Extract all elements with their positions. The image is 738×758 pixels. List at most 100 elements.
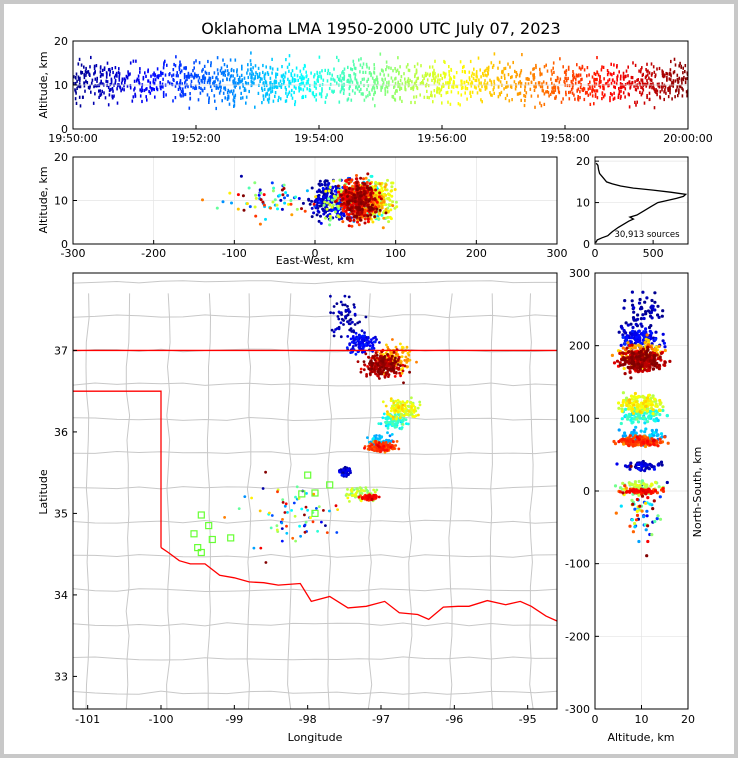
source-point xyxy=(350,206,354,210)
source-point xyxy=(407,63,409,67)
source-point xyxy=(641,290,645,294)
source-point xyxy=(498,78,500,82)
source-point xyxy=(93,72,95,76)
source-point xyxy=(339,74,342,78)
source-point xyxy=(393,97,396,101)
source-point xyxy=(367,199,371,203)
source-point xyxy=(380,359,384,363)
source-point xyxy=(354,91,356,95)
source-point xyxy=(622,328,626,333)
source-point xyxy=(565,69,568,73)
station-marker xyxy=(194,543,202,552)
source-point xyxy=(486,74,488,78)
source-point xyxy=(412,87,415,92)
source-point xyxy=(415,79,417,83)
source-point xyxy=(206,80,209,84)
source-point xyxy=(287,202,290,206)
source-point xyxy=(87,70,90,74)
source-point xyxy=(588,73,590,77)
source-point xyxy=(648,433,652,437)
source-point xyxy=(611,93,613,97)
source-point xyxy=(602,65,605,69)
source-point xyxy=(386,178,389,182)
source-point xyxy=(332,330,336,334)
source-point xyxy=(176,81,178,85)
source-point xyxy=(371,361,375,365)
source-point xyxy=(380,206,384,210)
x-tick-label: -97 xyxy=(372,713,390,726)
source-point xyxy=(624,87,627,91)
source-point xyxy=(478,78,480,82)
source-point xyxy=(384,404,388,408)
source-point xyxy=(307,78,310,82)
source-point xyxy=(357,186,361,190)
source-point xyxy=(352,329,355,333)
source-point xyxy=(116,101,119,105)
source-point xyxy=(581,77,583,81)
time-height-sources xyxy=(73,51,688,111)
source-point xyxy=(348,73,350,78)
source-point xyxy=(162,71,164,76)
source-point xyxy=(464,70,466,74)
source-point xyxy=(535,85,537,89)
source-point xyxy=(436,80,439,84)
source-point xyxy=(75,72,78,76)
source-point xyxy=(359,190,363,194)
source-point xyxy=(530,94,533,98)
source-point xyxy=(164,59,166,63)
source-point xyxy=(396,410,400,414)
source-point xyxy=(146,87,148,91)
source-point xyxy=(646,420,650,424)
source-point xyxy=(385,421,388,425)
source-point xyxy=(386,410,389,413)
source-point xyxy=(214,99,216,103)
source-point xyxy=(497,95,500,99)
source-point xyxy=(636,313,640,317)
source-point xyxy=(448,73,451,77)
source-point xyxy=(317,196,321,200)
source-point xyxy=(399,65,401,69)
source-point xyxy=(595,89,597,93)
source-point xyxy=(606,81,608,86)
source-point xyxy=(377,422,381,425)
source-point xyxy=(201,75,204,79)
source-point xyxy=(394,67,396,71)
source-point xyxy=(414,100,416,105)
source-point xyxy=(461,69,464,74)
source-point xyxy=(554,88,557,92)
source-point xyxy=(78,95,81,99)
source-point xyxy=(379,72,382,76)
x-tick-label: 19:54:00 xyxy=(294,132,343,145)
source-point xyxy=(337,310,341,314)
source-point xyxy=(524,88,526,92)
source-point xyxy=(580,78,582,82)
source-point xyxy=(630,299,634,303)
source-point xyxy=(606,73,609,77)
source-point xyxy=(365,95,367,99)
source-count-annotation: 30,913 sources xyxy=(614,230,680,240)
source-point xyxy=(119,86,122,90)
source-point xyxy=(182,90,184,94)
source-point xyxy=(265,65,267,69)
source-point xyxy=(378,434,381,438)
source-point xyxy=(472,76,475,81)
source-point xyxy=(594,94,597,98)
source-point xyxy=(373,71,376,75)
source-point xyxy=(79,76,81,80)
source-point xyxy=(456,85,459,89)
source-point xyxy=(659,432,664,436)
source-point xyxy=(233,77,236,81)
source-point xyxy=(475,86,477,90)
source-point xyxy=(261,487,265,490)
source-point xyxy=(332,311,335,315)
source-point xyxy=(208,71,210,76)
source-point xyxy=(305,189,309,193)
source-point xyxy=(348,87,351,91)
source-point xyxy=(623,434,628,438)
source-point xyxy=(198,61,201,65)
source-point xyxy=(649,78,652,82)
source-point xyxy=(150,86,153,91)
source-point xyxy=(305,75,307,79)
